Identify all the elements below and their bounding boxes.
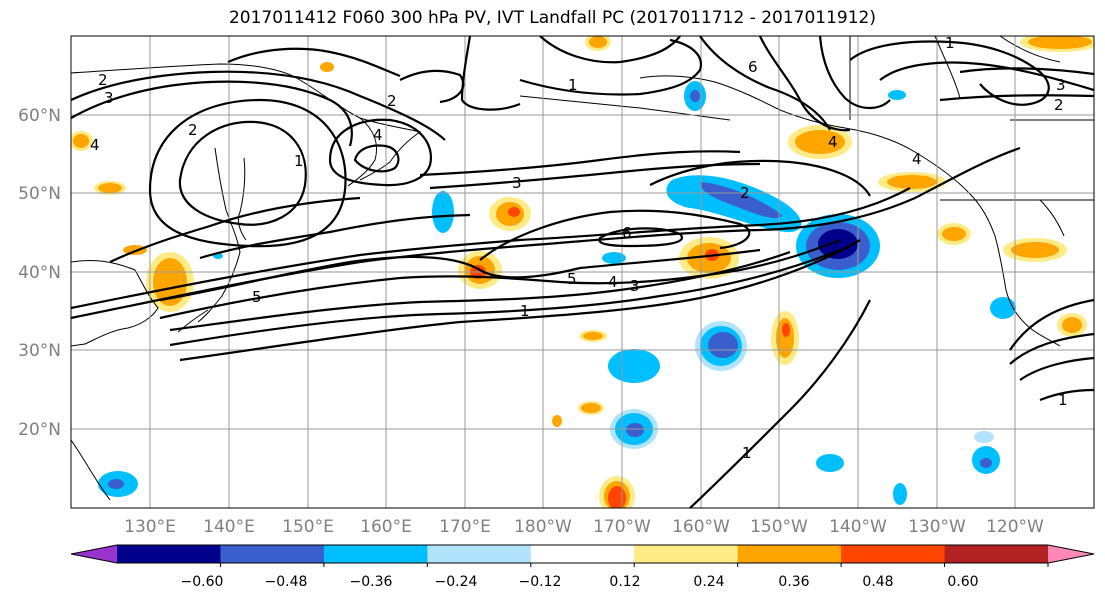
colorbar-tick-label: 0.48: [862, 574, 893, 590]
lat-label: 30°N: [18, 341, 61, 361]
contour-label: 4: [90, 136, 100, 154]
lon-label: 150°W: [750, 517, 808, 537]
lat-label: 40°N: [18, 263, 61, 283]
colorbar-tick-label: −0.24: [435, 574, 478, 590]
contour-label: 1: [568, 76, 578, 94]
colorbar-tick-label: −0.36: [350, 574, 393, 590]
contour-label: 1: [1058, 391, 1068, 409]
colorbar-tick-label: 0.24: [693, 574, 724, 590]
map-frame: [70, 35, 1095, 509]
contour-label: 1: [945, 34, 955, 52]
contour-label: 2: [1054, 96, 1064, 114]
longitude-labels: 130°E 140°E 150°E 160°E 170°E 180°W 170°…: [124, 517, 1044, 537]
contour-label: 4: [373, 126, 383, 144]
colorbar-tick-label: −0.48: [265, 574, 308, 590]
colorbar-bin: [944, 545, 1049, 563]
colorbar-outline: [70, 544, 1095, 564]
contour-label: 1: [742, 444, 752, 462]
contour-label: 3: [512, 174, 522, 192]
lon-label: 160°E: [360, 517, 412, 537]
lon-label: 180°W: [514, 517, 572, 537]
colorbar-bin: [841, 545, 946, 563]
colorbar: [70, 544, 1095, 567]
contour-label: 5: [252, 288, 262, 306]
colorbar-bin: [1048, 545, 1094, 563]
lon-label: 170°E: [439, 517, 491, 537]
contour-label: 2: [387, 92, 397, 110]
colorbar-bin: [427, 545, 532, 563]
contour-label: 4: [828, 133, 838, 151]
lat-label: 60°N: [18, 106, 61, 126]
negative-anomaly-patch: [608, 349, 660, 383]
gridlines: [71, 36, 1094, 508]
lon-label: 150°E: [282, 517, 334, 537]
contour-label: 3: [630, 277, 640, 295]
contour-label: 5: [567, 270, 577, 288]
colorbar-bin: [323, 545, 428, 563]
latitude-labels: 60°N 50°N 40°N 30°N 20°N: [18, 106, 61, 440]
lon-label: 130°W: [908, 517, 966, 537]
map-title: 2017011412 F060 300 hPa PV, IVT Landfall…: [228, 8, 876, 28]
colorbar-tick-label: 0.12: [609, 574, 640, 590]
colorbar-tick-label: −0.60: [181, 574, 224, 590]
pv-contours: [71, 36, 1094, 508]
lon-label: 160°W: [672, 517, 730, 537]
lon-label: 140°W: [829, 517, 887, 537]
colorbar-bin: [530, 545, 635, 563]
lat-label: 50°N: [18, 184, 61, 204]
contour-label: 3: [1056, 76, 1066, 94]
contour-label: 4: [912, 150, 922, 168]
negative-anomaly-patch: [432, 191, 454, 233]
colorbar-bin: [737, 545, 842, 563]
colorbar-bin: [220, 545, 325, 563]
colorbar-tick-label: 0.60: [947, 574, 978, 590]
contour-label: 2: [98, 71, 108, 89]
lat-label: 20°N: [18, 420, 61, 440]
colorbar-tick-label: −0.12: [519, 574, 562, 590]
colorbar-bin: [117, 545, 221, 563]
contour-label: 3: [104, 89, 114, 107]
contour-label: 2: [740, 184, 750, 202]
contour-label: 1: [520, 302, 530, 320]
contour-labels: 2 3 4 2 1 2 4 1 6 1 3 2 4 4 3 2 6 5 4 3 …: [90, 34, 1068, 462]
contour-label: 6: [748, 58, 758, 76]
colorbar-tick-labels: −0.60 −0.48 −0.36 −0.24 −0.12 0.12 0.24 …: [181, 574, 979, 590]
contour-label: 4: [608, 273, 618, 291]
contour-label: 6: [622, 224, 632, 242]
contour-label: 1: [294, 152, 304, 170]
colorbar-bin: [71, 545, 117, 563]
colorbar-tick-label: 0.36: [778, 574, 809, 590]
lon-label: 120°W: [986, 517, 1044, 537]
colorbar-bin: [634, 545, 739, 563]
lon-label: 140°E: [203, 517, 255, 537]
contour-label: 2: [188, 121, 198, 139]
lon-label: 170°W: [593, 517, 651, 537]
lon-label: 130°E: [124, 517, 176, 537]
